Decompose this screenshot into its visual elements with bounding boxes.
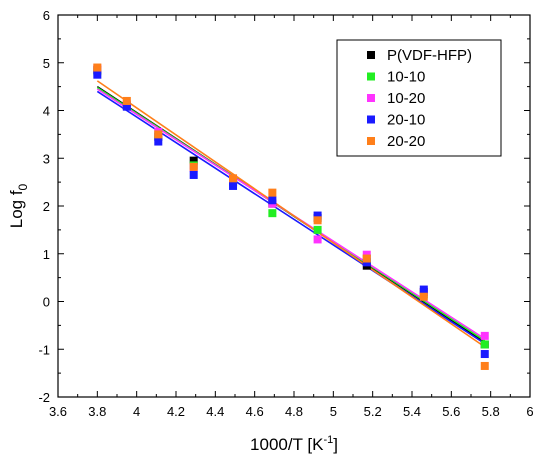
data-point	[93, 64, 101, 72]
y-tick-label: -1	[38, 342, 50, 357]
data-point	[229, 174, 237, 182]
y-tick-label: 2	[43, 199, 50, 214]
data-point	[481, 340, 489, 348]
x-tick-label: 5.4	[403, 404, 421, 419]
x-axis-title: 1000/T [K-1]	[250, 434, 338, 454]
x-tick-label: 5.8	[482, 404, 500, 419]
x-tick-label: 5	[330, 404, 337, 419]
data-point	[420, 293, 428, 301]
x-tick-label: 3.6	[49, 404, 67, 419]
data-point	[314, 235, 322, 243]
legend-label: 20-20	[387, 133, 425, 150]
x-tick-label: 4.6	[246, 404, 264, 419]
y-tick-label: 4	[43, 104, 50, 119]
data-point	[190, 163, 198, 171]
legend-swatch	[367, 51, 375, 59]
y-tick-label: 5	[43, 56, 50, 71]
legend-swatch	[367, 137, 375, 145]
x-tick-label: 4.8	[285, 404, 303, 419]
x-tick-label: 6	[526, 404, 533, 419]
data-point	[420, 286, 428, 294]
x-tick-label: 3.8	[88, 404, 106, 419]
data-point	[481, 350, 489, 358]
y-tick-label: 6	[43, 8, 50, 23]
legend-label: 10-10	[387, 69, 425, 86]
data-point	[268, 209, 276, 217]
data-point	[229, 182, 237, 190]
data-point	[154, 138, 162, 146]
legend-swatch	[367, 116, 375, 124]
legend-swatch	[367, 73, 375, 81]
data-point	[363, 255, 371, 263]
y-tick-label: 0	[43, 295, 50, 310]
x-tick-label: 5.6	[442, 404, 460, 419]
legend: P(VDF-HFP) 10-10 10-20 20-10 20-20	[337, 40, 501, 156]
data-point	[314, 216, 322, 224]
y-tick-label: 3	[43, 151, 50, 166]
legend-swatch	[367, 94, 375, 102]
x-tick-label: 4.2	[167, 404, 185, 419]
data-point	[190, 171, 198, 179]
data-point	[268, 189, 276, 197]
legend-label: 10-20	[387, 90, 425, 107]
y-tick-label: 1	[43, 247, 50, 262]
legend-label: P(VDF-HFP)	[387, 47, 472, 64]
legend-label: 20-10	[387, 112, 425, 129]
x-tick-label: 5.2	[364, 404, 382, 419]
data-point	[154, 130, 162, 138]
data-point	[93, 71, 101, 79]
data-point	[123, 97, 131, 105]
y-axis-title: Log f0	[7, 183, 30, 228]
y-tick-label: -2	[38, 390, 50, 405]
data-point	[481, 332, 489, 340]
data-point	[268, 196, 276, 204]
x-tick-label: 4	[133, 404, 140, 419]
data-point	[481, 362, 489, 370]
x-tick-label: 4.4	[206, 404, 224, 419]
data-point	[314, 226, 322, 234]
